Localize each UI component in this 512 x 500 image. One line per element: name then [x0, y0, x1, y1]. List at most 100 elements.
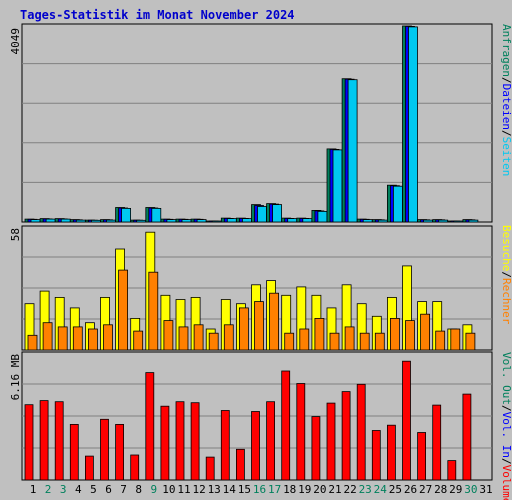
bar-requests-seiten-day-11	[181, 219, 192, 223]
bar-requests-seiten-day-6	[106, 219, 116, 223]
legend-part: Besuche	[500, 225, 512, 271]
bar-requests-seiten-day-28	[438, 219, 449, 223]
bar-visits-rechner-day-10	[163, 320, 174, 351]
day-label-19: 19	[298, 483, 311, 496]
bar-requests-seiten-day-24	[377, 219, 388, 223]
bar-visits-rechner-day-11	[178, 326, 189, 351]
day-label-22: 22	[343, 483, 356, 496]
legend-part: /	[500, 458, 512, 465]
bar-kbytes-volumen-day-1	[24, 404, 34, 481]
day-label-27: 27	[419, 483, 432, 496]
legend-part: Vol. In	[500, 412, 512, 458]
bar-requests-seiten-day-1	[30, 219, 41, 223]
bar-requests-seiten-day-29	[453, 220, 464, 223]
bar-kbytes-volumen-day-23	[356, 383, 366, 481]
day-label-18: 18	[283, 483, 296, 496]
bar-requests-seiten-day-2	[45, 218, 56, 223]
legend-top: Anfragen/Dateien/Seiten	[500, 24, 512, 176]
bar-requests-seiten-day-27	[423, 219, 434, 223]
bar-kbytes-volumen-day-3	[54, 401, 64, 481]
bar-requests-seiten-day-8	[136, 219, 147, 223]
bar-requests-seiten-day-18	[287, 218, 298, 223]
day-label-31: 31	[479, 483, 492, 496]
legend-bottom: Vol. Out/Vol. In/Volumen	[500, 352, 512, 500]
mid-max-label: 58	[9, 228, 22, 241]
legend-mid: Besuche/Rechner	[500, 225, 512, 325]
bar-visits-rechner-day-8	[133, 330, 144, 351]
bar-kbytes-volumen-day-4	[69, 423, 79, 481]
bar-visits-rechner-day-23	[359, 332, 370, 351]
day-label-26: 26	[404, 483, 417, 496]
day-label-25: 25	[389, 483, 402, 496]
day-label-21: 21	[328, 483, 341, 496]
day-label-28: 28	[434, 483, 447, 496]
bar-visits-rechner-day-18	[284, 332, 295, 351]
bar-kbytes-volumen-day-22	[341, 391, 351, 481]
bar-kbytes-volumen-day-10	[160, 405, 170, 481]
bar-kbytes-volumen-day-9	[145, 372, 155, 481]
bar-requests-seiten-day-25	[392, 185, 403, 223]
bar-visits-rechner-day-28	[435, 330, 446, 351]
bar-visits-rechner-day-24	[374, 332, 385, 351]
bar-kbytes-volumen-day-27	[417, 432, 427, 481]
day-label-4: 4	[75, 483, 82, 496]
day-label-23: 23	[359, 483, 372, 496]
day-label-10: 10	[162, 483, 175, 496]
bar-requests-seiten-day-10	[166, 219, 177, 223]
day-label-13: 13	[208, 483, 221, 496]
bar-kbytes-volumen-day-13	[205, 456, 215, 481]
day-label-11: 11	[177, 483, 190, 496]
bar-requests-seiten-day-4	[75, 219, 86, 223]
x-axis-day-labels: 1 2 3 4 5 6 7 8 9 10 11 12 13 14 15 16 17 18 19 20 21 22 23 24 2…	[30, 483, 493, 496]
bar-kbytes-volumen-day-18	[281, 370, 291, 481]
bar-visits-rechner-day-29	[450, 328, 461, 351]
bar-requests-seiten-day-23	[362, 219, 373, 223]
day-label-6: 6	[105, 483, 112, 496]
bar-visits-rechner-day-17	[269, 292, 280, 351]
bar-visits-rechner-day-30	[465, 332, 476, 351]
panel-kbytes	[21, 351, 493, 481]
bar-kbytes-volumen-day-8	[130, 454, 140, 481]
legend-part: Volumen	[500, 465, 512, 500]
bar-visits-rechner-day-1	[27, 334, 38, 351]
bar-requests-seiten-day-21	[332, 149, 343, 223]
bar-visits-rechner-day-22	[344, 326, 355, 351]
day-label-30: 30	[464, 483, 477, 496]
bar-kbytes-volumen-day-15	[235, 448, 245, 481]
day-label-24: 24	[374, 483, 388, 496]
day-label-7: 7	[120, 483, 127, 496]
bar-visits-rechner-day-27	[420, 313, 431, 351]
bar-visits-rechner-day-26	[405, 320, 415, 351]
day-label-8: 8	[135, 483, 142, 496]
bar-kbytes-volumen-day-12	[190, 402, 200, 481]
legend-part: /	[500, 130, 512, 137]
day-label-3: 3	[60, 483, 67, 496]
bar-visits-rechner-day-12	[193, 324, 204, 351]
bar-kbytes-volumen-day-16	[251, 411, 260, 481]
day-label-1: 1	[30, 483, 37, 496]
bar-visits-rechner-day-6	[103, 324, 113, 351]
day-label-16: 16	[253, 483, 266, 496]
day-label-9: 9	[150, 483, 157, 496]
bar-requests-seiten-day-3	[60, 218, 71, 223]
bar-kbytes-volumen-day-5	[85, 455, 94, 481]
bar-requests-seiten-day-22	[347, 79, 358, 223]
bar-requests-seiten-day-20	[317, 210, 328, 223]
bar-kbytes-volumen-day-20	[311, 416, 321, 481]
panel-visits	[21, 225, 493, 351]
bar-visits-rechner-day-9	[148, 271, 159, 351]
day-label-5: 5	[90, 483, 97, 496]
bar-visits-rechner-day-13	[208, 332, 219, 351]
legend-part: Anfragen	[500, 24, 512, 77]
bar-requests-seiten-day-17	[272, 204, 283, 223]
bar-visits-rechner-day-3	[57, 326, 68, 351]
legend-part: Vol. Out	[500, 352, 512, 405]
panel-requests	[21, 23, 493, 223]
bar-kbytes-volumen-day-24	[371, 430, 381, 481]
bar-visits-rechner-day-15	[238, 307, 249, 351]
legend-part: /	[500, 77, 512, 84]
bar-requests-seiten-day-15	[241, 218, 252, 223]
day-label-29: 29	[449, 483, 462, 496]
legend-part: /	[500, 405, 512, 412]
bar-requests-seiten-day-30	[468, 219, 479, 223]
